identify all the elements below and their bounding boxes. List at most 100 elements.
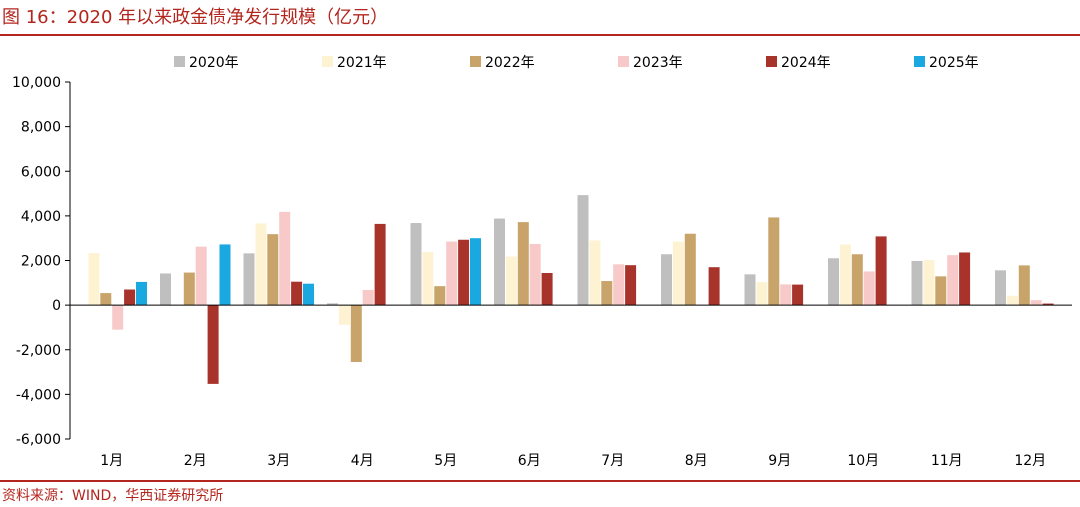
- bars: [88, 195, 1054, 384]
- bar-chart: 2020年 2021年 2022年 2023年 2024年 2025年 -6,000 -4,…: [12, 55, 1072, 469]
- legend-swatch: [322, 56, 333, 67]
- bar: [136, 281, 147, 306]
- x-axis: 1月 2月 3月 4月 5月 6月 7月 8月 9月 10月 11月 12月: [70, 304, 1072, 469]
- bar: [851, 254, 863, 306]
- bar: [362, 289, 374, 306]
- x-tick-label: 9月: [768, 453, 791, 469]
- bar: [935, 276, 947, 306]
- figure-title: 图 16：2020 年以来政金债净发行规模（亿元）: [2, 7, 389, 28]
- bar: [625, 265, 637, 306]
- bar: [517, 222, 529, 306]
- x-tick-label: 6月: [518, 453, 541, 469]
- bar: [470, 238, 481, 306]
- bar: [303, 283, 314, 306]
- bar: [875, 236, 887, 306]
- bar: [756, 282, 768, 306]
- bar: [828, 258, 839, 306]
- bar: [792, 284, 804, 306]
- bar: [744, 274, 756, 306]
- legend-label: 2024年: [781, 55, 831, 71]
- bar: [279, 211, 291, 306]
- x-tick-label: 8月: [685, 453, 708, 469]
- bar: [160, 273, 171, 306]
- legend-swatch: [618, 56, 629, 67]
- legend-label: 2023年: [633, 55, 683, 71]
- bar: [839, 244, 851, 306]
- bar: [1030, 300, 1042, 306]
- y-tick-label: 4,000: [21, 209, 61, 225]
- bar: [183, 272, 195, 306]
- bar: [350, 305, 362, 363]
- bar: [661, 254, 672, 306]
- bar: [911, 260, 923, 306]
- y-tick-label: 6,000: [21, 164, 61, 180]
- bar: [577, 195, 589, 306]
- legend-label: 2022年: [485, 55, 535, 71]
- bar: [494, 218, 505, 306]
- bar: [267, 234, 279, 306]
- x-tick-label: 11月: [931, 453, 963, 469]
- x-tick-label: 4月: [351, 453, 374, 469]
- bar: [780, 284, 792, 306]
- bar: [923, 260, 935, 306]
- bar: [947, 255, 959, 306]
- bar: [505, 256, 517, 306]
- legend-swatch: [174, 56, 185, 67]
- bar: [243, 253, 255, 306]
- bar: [995, 270, 1006, 306]
- bar: [601, 281, 613, 306]
- bar: [219, 244, 231, 306]
- bar: [684, 233, 696, 306]
- bar: [112, 305, 124, 330]
- x-tick-label: 12月: [1014, 453, 1046, 469]
- bar: [1006, 295, 1018, 306]
- legend-swatch: [470, 56, 481, 67]
- source-note: 资料来源：WIND，华西证券研究所: [2, 488, 224, 504]
- x-tick-label: 7月: [601, 453, 624, 469]
- x-tick-label: 10月: [847, 453, 879, 469]
- y-axis: -6,000 -4,000 -2,000 0 2,000 4,000 6,000 8,000 1…: [12, 75, 71, 448]
- x-tick-label: 3月: [267, 453, 290, 469]
- bar: [959, 252, 971, 306]
- bar: [541, 272, 553, 306]
- bar: [672, 241, 684, 306]
- legend-label: 2021年: [337, 55, 387, 71]
- y-tick-label: -2,000: [16, 343, 61, 359]
- bar: [529, 243, 541, 306]
- x-tick-label: 1月: [100, 453, 123, 469]
- bar: [207, 305, 219, 384]
- bar: [458, 239, 470, 306]
- x-tick-label: 5月: [434, 453, 457, 469]
- y-tick-label: 2,000: [21, 254, 61, 270]
- bar: [1042, 303, 1054, 306]
- bottom-rule: [0, 480, 1080, 482]
- bar: [1018, 265, 1030, 306]
- y-tick-label: -6,000: [16, 432, 61, 448]
- bar: [327, 303, 338, 306]
- bar: [589, 240, 601, 306]
- bar: [613, 264, 625, 306]
- legend-swatch: [766, 56, 777, 67]
- x-tick-label: 2月: [184, 453, 207, 469]
- bar: [446, 241, 458, 306]
- bar: [100, 293, 112, 306]
- legend-label: 2020年: [189, 55, 239, 71]
- y-tick-label: 10,000: [12, 75, 61, 91]
- bar: [863, 271, 875, 306]
- legend: 2020年 2021年 2022年 2023年 2024年 2025年: [174, 55, 979, 71]
- bar: [255, 223, 267, 306]
- y-tick-label: -4,000: [16, 387, 61, 403]
- bar: [768, 217, 780, 306]
- bar: [195, 246, 207, 306]
- bar: [124, 289, 136, 306]
- bar: [374, 223, 386, 306]
- bar: [88, 253, 100, 306]
- bar: [291, 281, 303, 306]
- bar: [422, 252, 434, 306]
- legend-swatch: [914, 56, 925, 67]
- y-tick-label: 0: [52, 298, 61, 314]
- bar: [410, 223, 422, 306]
- legend-label: 2025年: [929, 55, 979, 71]
- bar: [434, 286, 446, 306]
- top-rule: [0, 34, 1080, 36]
